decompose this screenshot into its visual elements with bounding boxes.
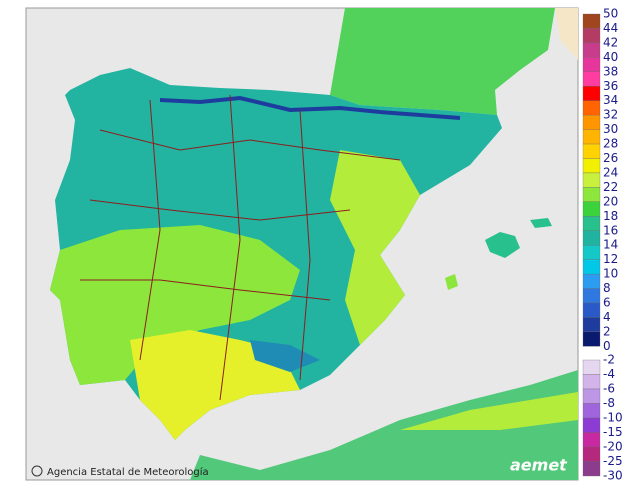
legend-label: 18	[603, 209, 618, 223]
legend-swatch	[582, 317, 601, 333]
legend-swatch	[582, 331, 601, 347]
legend-label: 34	[603, 93, 618, 107]
legend-swatch	[582, 100, 601, 116]
france	[330, 8, 555, 115]
agency-name: Agencia Estatal de Meteorología	[47, 466, 209, 478]
legend-label: 24	[603, 165, 618, 179]
legend-swatch	[582, 187, 601, 202]
legend-swatch	[582, 245, 601, 260]
legend-swatch	[582, 259, 601, 275]
legend-label: -15	[603, 425, 623, 439]
legend-swatch	[582, 273, 601, 289]
legend-label: 20	[603, 194, 618, 208]
legend-swatch	[582, 432, 601, 448]
province-borders	[80, 94, 401, 401]
north-africa	[190, 370, 578, 480]
aemet-logo: aemet	[510, 456, 568, 475]
legend-swatch	[582, 86, 601, 101]
legend-label: 30	[603, 122, 618, 136]
legend-label: 14	[603, 238, 618, 252]
legend-swatch	[582, 42, 601, 58]
legend-label: -25	[603, 454, 623, 468]
legend-swatch	[582, 302, 601, 318]
legend-swatch	[582, 57, 601, 72]
legend-label: 36	[603, 79, 618, 93]
legend-swatch	[582, 417, 601, 433]
legend-label: 8	[603, 281, 611, 295]
legend-swatch	[582, 201, 601, 217]
mallorca	[485, 232, 520, 258]
legend-swatch	[582, 461, 601, 477]
legend-swatch	[582, 216, 601, 231]
legend-label: 32	[603, 108, 618, 122]
legend-label: 12	[603, 252, 618, 266]
legend-label: 40	[603, 50, 618, 64]
legend-swatch	[582, 359, 601, 375]
legend-label: -20	[603, 440, 623, 454]
legend-label: 50	[603, 7, 618, 21]
menorca	[530, 218, 552, 228]
legend-swatch	[582, 374, 601, 390]
legend-label: 16	[603, 223, 618, 237]
mountains	[159, 95, 461, 120]
legend-swatch	[582, 115, 601, 130]
legend-swatch	[582, 388, 601, 404]
legend-label: 26	[603, 151, 618, 165]
ibiza	[445, 274, 458, 290]
africa-warm	[400, 392, 578, 430]
warm-area	[50, 225, 300, 385]
legend-label: 10	[603, 267, 618, 281]
legend-label: -30	[603, 469, 623, 483]
east-coast	[330, 150, 420, 345]
legend-swatch	[582, 403, 601, 419]
legend-swatch	[582, 172, 601, 188]
legend-label: 28	[603, 137, 618, 151]
legend-label: -4	[603, 367, 615, 381]
legend-label: 6	[603, 296, 611, 310]
legend-label: -2	[603, 353, 615, 367]
legend-label: 44	[603, 21, 618, 35]
legend-label: -6	[603, 382, 615, 396]
legend-label: 38	[603, 64, 618, 78]
legend-label: -10	[603, 411, 623, 425]
legend-swatch	[582, 143, 601, 159]
legend-swatch	[582, 288, 601, 304]
legend-label: 22	[603, 180, 618, 194]
legend-swatch	[582, 446, 601, 462]
sierra	[250, 340, 320, 372]
legend-swatch	[582, 129, 601, 145]
legend-swatch	[582, 230, 601, 246]
legend-swatch	[582, 71, 601, 87]
land-outside	[555, 8, 578, 60]
legend-swatch	[582, 13, 601, 29]
legend-label: 42	[603, 35, 618, 49]
copyright-icon	[31, 465, 43, 477]
legend-label: 0	[603, 339, 611, 353]
legend: 5044424038363432302826242220181614121086…	[582, 7, 623, 483]
legend-swatch	[582, 158, 601, 174]
legend-label: 4	[603, 310, 611, 324]
legend-label: -8	[603, 396, 615, 410]
legend-swatch	[582, 28, 601, 44]
legend-label: 2	[603, 324, 611, 338]
